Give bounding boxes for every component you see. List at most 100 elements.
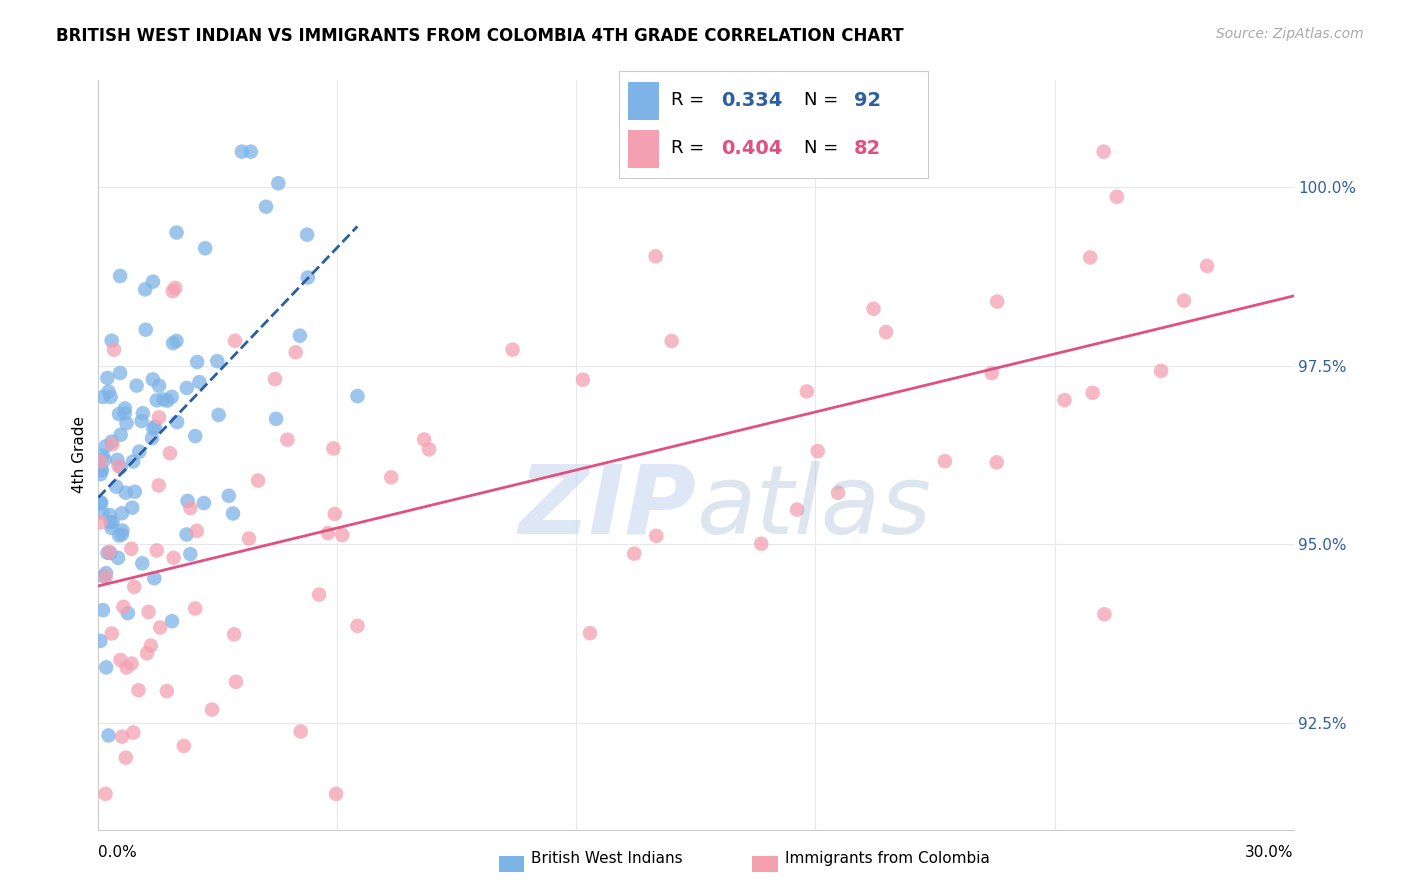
Point bbox=[114, 485, 136, 500]
Point bbox=[114, 406, 136, 420]
Point bbox=[90, 496, 112, 510]
Point bbox=[134, 282, 156, 296]
Text: BRITISH WEST INDIAN VS IMMIGRANTS FROM COLOMBIA 4TH GRADE CORRELATION CHART: BRITISH WEST INDIAN VS IMMIGRANTS FROM C… bbox=[56, 27, 904, 45]
Point bbox=[139, 639, 162, 653]
Point bbox=[184, 429, 207, 443]
Point bbox=[231, 145, 253, 159]
Point bbox=[124, 484, 146, 499]
Text: R =: R = bbox=[671, 91, 710, 109]
Point bbox=[94, 787, 117, 801]
Point bbox=[149, 621, 172, 635]
Point bbox=[645, 529, 668, 543]
Point bbox=[100, 390, 122, 404]
Point bbox=[176, 494, 198, 508]
Point bbox=[165, 334, 187, 348]
Point bbox=[166, 415, 188, 429]
Point bbox=[1105, 190, 1128, 204]
Point bbox=[875, 325, 897, 339]
Bar bbox=[628, 82, 659, 120]
Point bbox=[160, 614, 183, 628]
Point bbox=[239, 145, 262, 159]
Point bbox=[105, 480, 128, 494]
Point bbox=[100, 434, 122, 449]
Point bbox=[111, 730, 134, 744]
Point bbox=[125, 378, 148, 392]
Point bbox=[115, 660, 138, 674]
Point bbox=[90, 463, 112, 477]
Point bbox=[89, 516, 111, 530]
Point bbox=[103, 343, 125, 357]
Point bbox=[346, 619, 368, 633]
Point bbox=[97, 729, 120, 743]
Point bbox=[110, 653, 132, 667]
Point bbox=[346, 389, 368, 403]
Point bbox=[121, 657, 143, 671]
Point bbox=[100, 546, 122, 560]
Text: 92: 92 bbox=[853, 91, 880, 110]
Point bbox=[179, 547, 201, 561]
Text: atlas: atlas bbox=[696, 461, 931, 554]
Point bbox=[162, 550, 184, 565]
Point bbox=[138, 605, 160, 619]
Point bbox=[108, 366, 131, 380]
Point bbox=[98, 508, 121, 522]
Point bbox=[111, 524, 134, 538]
Point bbox=[176, 527, 198, 541]
Point bbox=[94, 439, 117, 453]
Point bbox=[276, 433, 298, 447]
Point bbox=[247, 474, 270, 488]
Point bbox=[1197, 259, 1219, 273]
Bar bbox=[628, 130, 659, 168]
Point bbox=[225, 674, 247, 689]
Point bbox=[162, 284, 184, 298]
Point bbox=[159, 446, 181, 460]
Point bbox=[135, 323, 157, 337]
Point bbox=[188, 375, 211, 389]
Point bbox=[297, 270, 319, 285]
Point bbox=[238, 532, 260, 546]
Point bbox=[142, 275, 165, 289]
Point bbox=[186, 524, 208, 538]
Point bbox=[91, 449, 114, 463]
Point bbox=[105, 453, 128, 467]
Point bbox=[100, 334, 122, 348]
Point bbox=[295, 227, 318, 242]
Point bbox=[579, 626, 602, 640]
Point bbox=[111, 527, 134, 541]
Point bbox=[136, 646, 159, 660]
Point bbox=[218, 489, 240, 503]
Point bbox=[290, 724, 312, 739]
Point bbox=[89, 495, 111, 509]
Point bbox=[661, 334, 683, 348]
Point bbox=[1092, 607, 1115, 622]
Point bbox=[623, 547, 645, 561]
Point bbox=[162, 336, 184, 351]
Point bbox=[807, 444, 830, 458]
Point bbox=[934, 454, 956, 468]
Point bbox=[1053, 393, 1076, 408]
Point bbox=[986, 294, 1008, 309]
Point bbox=[152, 392, 174, 407]
Text: 82: 82 bbox=[853, 139, 882, 158]
Point bbox=[111, 506, 134, 520]
Point bbox=[115, 416, 138, 430]
Point bbox=[980, 366, 1002, 380]
Point bbox=[93, 569, 115, 583]
Point bbox=[1081, 385, 1104, 400]
Point bbox=[418, 442, 440, 457]
Text: R =: R = bbox=[671, 139, 710, 157]
Point bbox=[156, 393, 179, 408]
Point bbox=[322, 442, 344, 456]
Point bbox=[146, 543, 169, 558]
Point bbox=[572, 373, 595, 387]
Point bbox=[143, 571, 166, 585]
Point bbox=[796, 384, 818, 399]
Point bbox=[254, 200, 277, 214]
Point bbox=[325, 787, 347, 801]
Point bbox=[101, 437, 124, 451]
Point bbox=[100, 626, 122, 640]
Text: Immigrants from Colombia: Immigrants from Colombia bbox=[785, 851, 990, 866]
Text: British West Indians: British West Indians bbox=[531, 851, 683, 866]
Point bbox=[502, 343, 524, 357]
Point bbox=[166, 226, 188, 240]
